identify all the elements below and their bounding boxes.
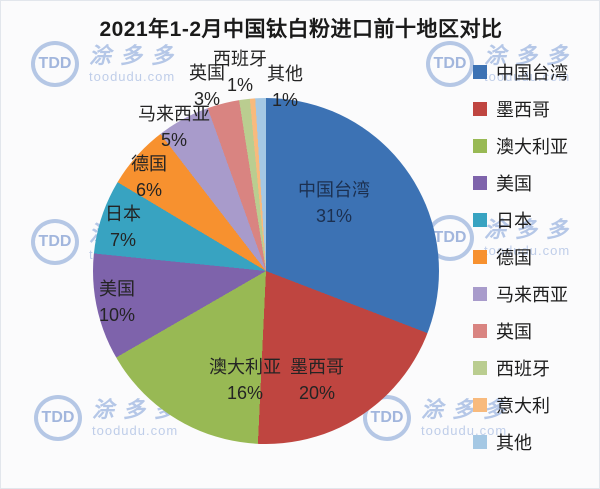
slice-label-uk: 英国 3% xyxy=(189,63,225,109)
watermark-brand-name: 涂多多 xyxy=(484,43,578,68)
slice-label-mexico: 墨西哥 20% xyxy=(290,357,344,403)
watermark-logo: TDD 涂多多 toodudu.com xyxy=(426,41,577,87)
pie-chart xyxy=(93,98,439,444)
slice-label-taiwan: 中国台湾 31% xyxy=(298,180,370,226)
legend-swatch xyxy=(473,434,487,449)
tdd-logo-icon: TDD xyxy=(31,41,79,87)
legend-item-uk: 英国 xyxy=(473,312,568,349)
legend: 中国台湾 墨西哥 澳大利亚 美国 日本 德国 马来西亚 英国 西班牙 意大利 其… xyxy=(473,53,568,460)
tdd-logo-icon: TDD xyxy=(426,41,474,87)
tdd-logo-icon: TDD xyxy=(363,395,411,441)
legend-swatch xyxy=(473,175,487,190)
legend-swatch xyxy=(473,360,487,375)
legend-swatch xyxy=(473,323,487,338)
legend-item-other: 其他 xyxy=(473,423,568,460)
slice-label-germany: 德国 6% xyxy=(131,154,167,200)
slice-label-spain: 西班牙 1% xyxy=(213,49,267,95)
legend-item-japan: 日本 xyxy=(473,201,568,238)
tdd-logo-icon: TDD xyxy=(31,219,79,265)
slice-label-japan: 日本 7% xyxy=(105,204,141,250)
watermark-url: toodudu.com xyxy=(484,243,571,258)
legend-item-taiwan: 中国台湾 xyxy=(473,53,568,90)
legend-item-germany: 德国 xyxy=(473,238,568,275)
watermark-brand-name: 涂多多 xyxy=(89,43,183,68)
watermark-url: toodudu.com xyxy=(89,69,176,84)
legend-swatch xyxy=(473,138,487,153)
watermark-logo: TDD 涂多多 toodudu.com xyxy=(31,41,182,87)
legend-item-spain: 西班牙 xyxy=(473,349,568,386)
legend-swatch xyxy=(473,249,487,264)
legend-item-italy: 意大利 xyxy=(473,386,568,423)
legend-item-usa: 美国 xyxy=(473,164,568,201)
tdd-logo-icon: TDD xyxy=(34,395,82,441)
chart-title: 2021年1-2月中国钛白粉进口前十地区对比 xyxy=(99,18,503,41)
slice-label-australia: 澳大利亚 16% xyxy=(209,357,281,403)
watermark-url: toodudu.com xyxy=(421,423,508,438)
legend-swatch xyxy=(473,286,487,301)
legend-swatch xyxy=(473,101,487,116)
legend-swatch xyxy=(473,64,487,79)
legend-swatch xyxy=(473,212,487,227)
slice-label-other: 其他 1% xyxy=(267,64,303,110)
watermark-brand-name: 涂多多 xyxy=(484,217,578,242)
legend-item-malaysia: 马来西亚 xyxy=(473,275,568,312)
legend-item-mexico: 墨西哥 xyxy=(473,90,568,127)
watermark-url: toodudu.com xyxy=(484,69,571,84)
slice-label-malaysia: 马来西亚 5% xyxy=(138,104,210,150)
legend-item-australia: 澳大利亚 xyxy=(473,127,568,164)
watermark-url: toodudu.com xyxy=(92,423,179,438)
slice-label-usa: 美国 10% xyxy=(98,279,136,325)
legend-swatch xyxy=(473,397,487,412)
